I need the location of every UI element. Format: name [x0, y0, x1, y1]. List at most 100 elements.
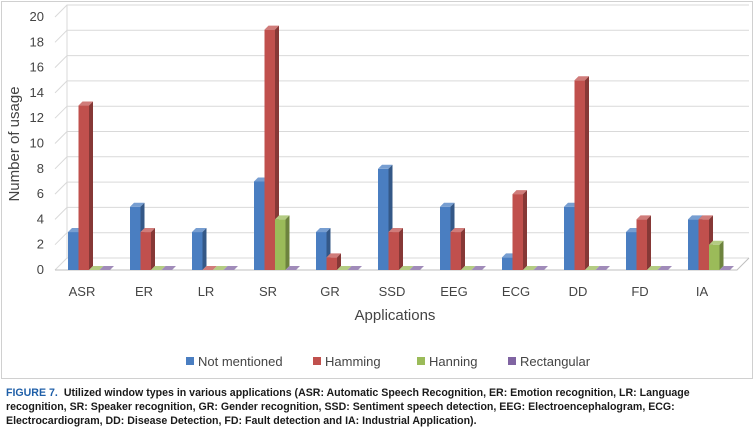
bar	[409, 266, 424, 270]
y-tick-label: 10	[30, 136, 44, 151]
legend-item: Not mentioned	[186, 354, 283, 369]
bar-side	[647, 215, 651, 270]
bar-front	[192, 232, 203, 270]
bar-top	[636, 215, 651, 220]
bar	[326, 253, 341, 270]
legend-label: Not mentioned	[198, 354, 283, 369]
y-tick-label: 20	[30, 9, 44, 24]
x-tick-label: ECG	[502, 284, 530, 299]
legend-label: Rectangular	[520, 354, 591, 369]
bar-top	[78, 101, 93, 106]
bar	[78, 101, 93, 270]
chart-frame	[1, 1, 753, 379]
bar-top	[409, 266, 424, 270]
bar	[89, 266, 104, 270]
bar-top	[440, 202, 455, 207]
legend-item: Hanning	[417, 354, 477, 369]
bar-top	[512, 190, 527, 195]
bar-top	[316, 228, 331, 233]
bar-front	[626, 232, 637, 270]
bar-top	[140, 228, 155, 233]
bar-top	[89, 266, 104, 270]
bar-side	[399, 228, 403, 270]
x-tick-label: SR	[259, 284, 277, 299]
bar-top	[151, 266, 166, 270]
legend-label: Hamming	[325, 354, 381, 369]
x-tick-label: LR	[198, 284, 215, 299]
bar	[636, 215, 651, 270]
bar-top	[657, 266, 672, 270]
bar-front	[440, 206, 451, 270]
y-tick-label: 0	[37, 262, 44, 277]
gridline	[54, 80, 749, 94]
bar-top	[585, 266, 600, 270]
bar	[523, 266, 538, 270]
bar	[512, 190, 527, 270]
bar	[388, 228, 403, 270]
bar-top	[99, 266, 114, 270]
bar	[471, 266, 486, 270]
bar-front	[388, 232, 399, 270]
y-tick-label: 12	[30, 110, 44, 125]
bar	[657, 266, 672, 270]
bar	[461, 266, 476, 270]
bar	[337, 266, 352, 270]
x-tick-label: ASR	[69, 284, 96, 299]
bar-top	[223, 266, 238, 270]
bar-front	[378, 168, 389, 270]
bar-side	[151, 228, 155, 270]
y-tick-labels: 0 2 4 6 8 10 12 14 16 18 20	[30, 9, 44, 277]
bar-top	[192, 228, 207, 233]
legend-swatch	[417, 357, 425, 365]
y-tick-label: 2	[37, 237, 44, 252]
bar	[151, 266, 166, 270]
bar-front	[709, 244, 720, 270]
bar	[709, 240, 724, 270]
x-tick-label: EEG	[440, 284, 467, 299]
y-axis-title: Number of usage	[6, 86, 23, 201]
bar	[264, 25, 279, 271]
gridline	[54, 4, 749, 18]
bars	[68, 25, 734, 271]
bar-top	[574, 76, 589, 81]
bar-top	[647, 266, 662, 270]
bar	[275, 215, 290, 270]
bar	[140, 228, 155, 270]
y-tick-label: 16	[30, 60, 44, 75]
legend-swatch	[313, 357, 321, 365]
legend-swatch	[508, 357, 516, 365]
bar	[450, 228, 465, 270]
bar-front	[78, 105, 89, 270]
bar-top	[202, 266, 217, 270]
bar-front	[512, 194, 523, 270]
bar-top	[326, 253, 341, 258]
y-tick-label: 8	[37, 161, 44, 176]
bar-top	[130, 202, 145, 207]
gridline	[54, 156, 749, 170]
bar-top	[523, 266, 538, 270]
bar-top	[719, 266, 734, 270]
bar-side	[285, 215, 290, 270]
bar-front	[502, 257, 513, 270]
bar-front	[140, 232, 151, 270]
x-tick-label: ER	[135, 284, 153, 299]
gridline	[54, 181, 749, 195]
legend-label: Hanning	[429, 354, 477, 369]
bar-top	[347, 266, 362, 270]
gridline	[54, 105, 749, 119]
bar	[399, 266, 414, 270]
bar	[347, 266, 362, 270]
x-tick-label: DD	[569, 284, 588, 299]
bar	[223, 266, 238, 270]
bar	[719, 266, 734, 270]
bar-front	[316, 232, 327, 270]
bar-top	[399, 266, 414, 270]
bar-top	[337, 266, 352, 270]
bar-front	[574, 80, 585, 270]
bar-top	[709, 240, 724, 245]
bar	[595, 266, 610, 270]
bar-side	[461, 228, 465, 270]
y-tick-label: 18	[30, 34, 44, 49]
bar-front	[130, 206, 141, 270]
legend: Not mentioned Hamming Hanning Rectangular	[186, 354, 591, 369]
